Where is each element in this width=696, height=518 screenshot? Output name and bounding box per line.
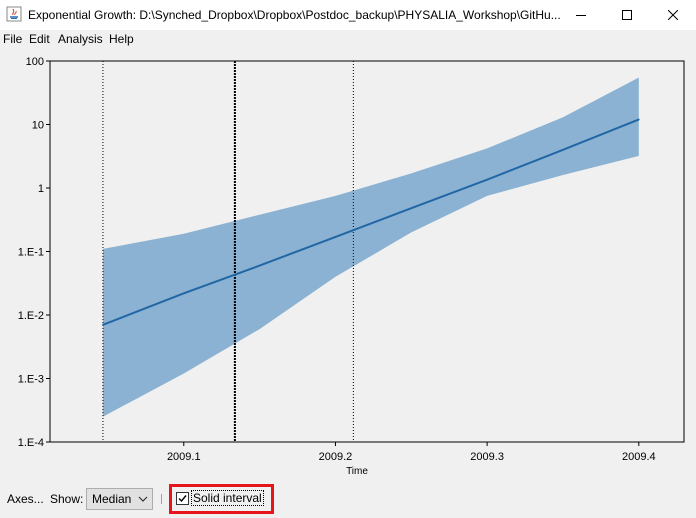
median-point	[102, 324, 104, 326]
y-tick-label: 1.E-4	[18, 437, 44, 449]
x-tick-label: 2009.4	[622, 451, 656, 463]
y-tick-label: 10	[32, 120, 44, 132]
y-tick-label: 1	[38, 183, 44, 195]
x-tick-label: 2009.1	[167, 451, 201, 463]
median-line	[102, 118, 640, 326]
minimize-button[interactable]	[558, 0, 604, 30]
y-tick-label: 100	[26, 56, 44, 68]
minimize-icon	[576, 15, 586, 16]
chevron-down-icon	[138, 496, 148, 502]
median-point	[258, 264, 261, 267]
close-icon	[668, 10, 678, 20]
solid-interval-checkbox[interactable]	[176, 492, 189, 505]
show-label: Show:	[50, 492, 84, 506]
median-point	[562, 148, 564, 151]
menu-help[interactable]: Help	[109, 32, 134, 46]
show-select[interactable]: Median	[86, 488, 153, 510]
x-tick-label: 2009.2	[319, 451, 353, 463]
window-title: Exponential Growth: D:\Synched_Dropbox\D…	[28, 8, 561, 22]
y-tick-label: 1.E-1	[18, 247, 44, 259]
maximize-button[interactable]	[604, 0, 650, 30]
x-axis-title: Time	[346, 466, 368, 477]
plot-panel: 1.E-4 1.E-3 1.E-2 1.E-1 1 10 100 2009.1 2009.2 20…	[0, 48, 696, 480]
title-bar: Exponential Growth: D:\Synched_Dropbox\D…	[0, 0, 696, 30]
close-button[interactable]	[650, 0, 696, 30]
median-point	[486, 178, 488, 181]
axes-button[interactable]: Axes...	[7, 492, 44, 506]
median-point	[638, 118, 640, 121]
median-point	[182, 292, 185, 295]
java-icon	[6, 6, 22, 22]
solid-interval-label[interactable]: Solid interval	[191, 490, 264, 506]
show-select-value: Median	[92, 492, 132, 506]
maximize-icon	[622, 10, 632, 20]
bottom-controls: Axes... Show: Median Solid interval	[0, 480, 696, 518]
menu-file[interactable]: File	[3, 32, 23, 46]
checkmark-icon	[178, 495, 187, 503]
x-tick-label: 2009.3	[470, 451, 504, 463]
menu-bar: File Edit Analysis Help	[0, 30, 696, 48]
y-tick-label: 1.E-2	[18, 310, 44, 322]
growth-chart: 1.E-4 1.E-3 1.E-2 1.E-1 1 10 100 2009.1 2009.2 20…	[18, 56, 685, 477]
median-point	[410, 207, 413, 210]
credible-interval-band	[102, 77, 639, 417]
median-point	[334, 236, 337, 238]
y-tick-label: 1.E-3	[18, 374, 44, 386]
menu-edit[interactable]: Edit	[29, 32, 50, 46]
separator	[161, 494, 162, 504]
menu-analysis[interactable]: Analysis	[58, 32, 103, 46]
highlight-annotation	[169, 484, 274, 514]
